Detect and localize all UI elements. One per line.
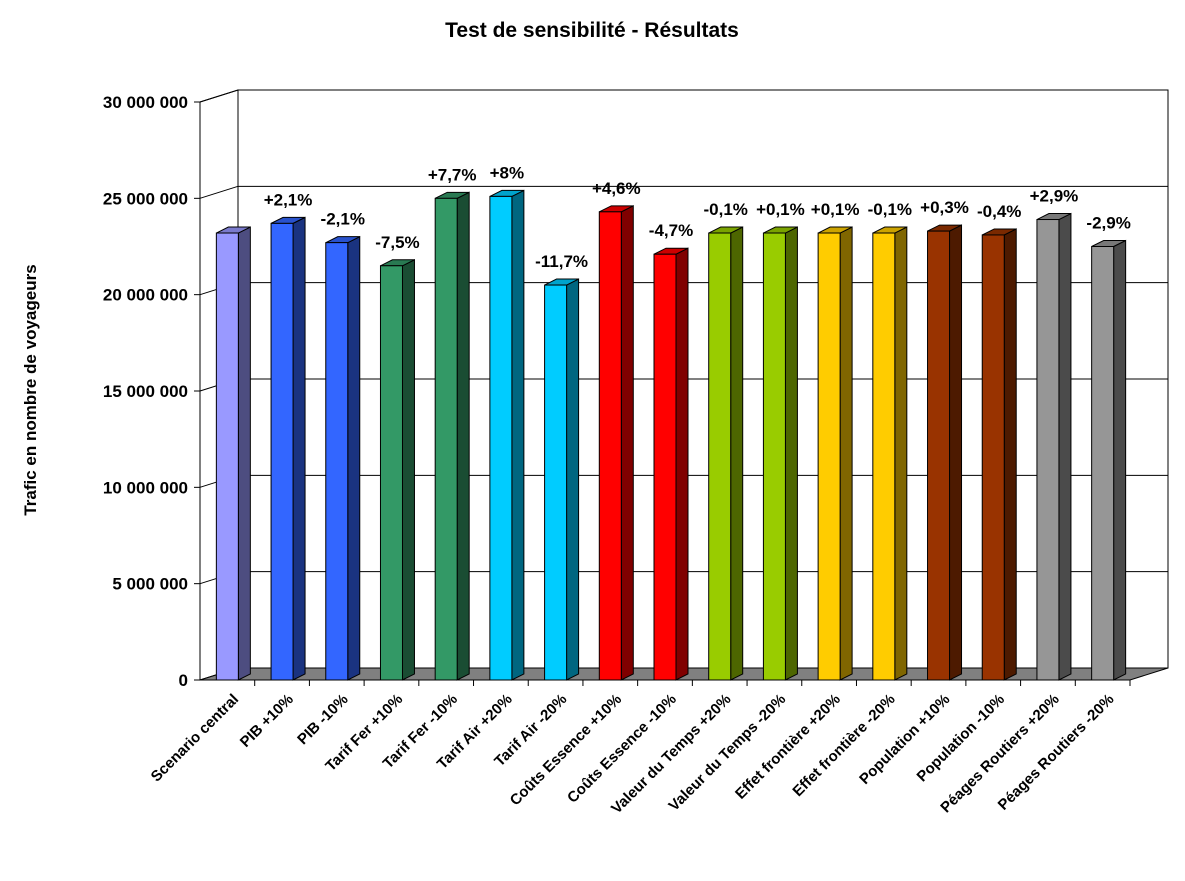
x-tick-label: Coûts Essence -10% [564, 691, 680, 807]
bar [1036, 219, 1060, 681]
bar-annotation: -7,5% [375, 233, 419, 252]
bar [434, 197, 458, 681]
y-axis-label: Trafic en nombre de voyageurs [21, 264, 40, 515]
y-tick-label: 20 000 000 [103, 286, 188, 305]
x-tick-label: PIB -10% [294, 691, 351, 748]
bar [379, 265, 403, 681]
bar-side [675, 247, 689, 681]
grid-line-side [199, 89, 239, 103]
bar-annotation: +8% [490, 163, 525, 182]
bar-annotation: +4,6% [592, 179, 641, 198]
x-tick-label: Effet frontière -20% [789, 691, 898, 800]
bar-side [894, 226, 908, 681]
y-tick-label: 30 000 000 [103, 93, 188, 112]
bar [215, 232, 239, 681]
bar [1091, 246, 1115, 681]
bar-side [784, 226, 798, 681]
bar-annotation: +2,9% [1030, 187, 1079, 206]
bar [708, 232, 732, 681]
bar-side [401, 258, 415, 681]
bar-side [949, 224, 963, 681]
y-tick-label: 0 [179, 671, 188, 690]
bar-side [456, 191, 470, 681]
bar-side [1113, 239, 1127, 681]
bar [762, 232, 786, 681]
x-tick-label: PIB +10% [237, 691, 297, 751]
bar-annotation: -2,1% [321, 210, 365, 229]
bar [927, 230, 951, 681]
bar-side [237, 226, 251, 681]
bar-side [1003, 228, 1017, 681]
bar [598, 211, 622, 681]
bar-annotation: -0,4% [977, 202, 1021, 221]
y-tick-label: 25 000 000 [103, 189, 188, 208]
y-tick-label: 15 000 000 [103, 382, 188, 401]
y-tick-label: 5 000 000 [112, 575, 188, 594]
bar-annotation: -11,7% [535, 252, 588, 271]
y-tick-label: 10 000 000 [103, 478, 188, 497]
bar [872, 232, 896, 681]
bar-side [839, 226, 853, 681]
bar [325, 242, 349, 681]
bar-annotation: -4,7% [649, 221, 693, 240]
bar-side [511, 189, 525, 681]
bar [981, 234, 1005, 681]
bar-annotation: -0,1% [703, 200, 747, 219]
bar [489, 195, 513, 681]
bar-side [292, 216, 306, 681]
bar-annotation: -2,9% [1086, 214, 1130, 233]
bar-side [566, 278, 580, 681]
bar-annotation: +7,7% [428, 165, 477, 184]
bar-annotation: +0,1% [811, 200, 860, 219]
bar-side [1058, 212, 1072, 681]
bar-annotation: +2,1% [264, 190, 313, 209]
bar-annotation: +0,1% [756, 200, 805, 219]
bar-side [347, 235, 361, 681]
bar-annotation: -0,1% [868, 200, 912, 219]
grid-line-side [199, 185, 239, 199]
bar-annotation: +0,3% [920, 198, 969, 217]
bar-side [730, 226, 744, 681]
bar [544, 284, 568, 681]
bar [817, 232, 841, 681]
x-tick-label: Scenario central [148, 691, 243, 786]
chart-title: Test de sensibilité - Résultats [445, 19, 739, 42]
x-tick-label: Effet frontière +20% [732, 691, 844, 803]
bar-side [620, 205, 634, 681]
bar [653, 253, 677, 681]
bar [270, 222, 294, 681]
